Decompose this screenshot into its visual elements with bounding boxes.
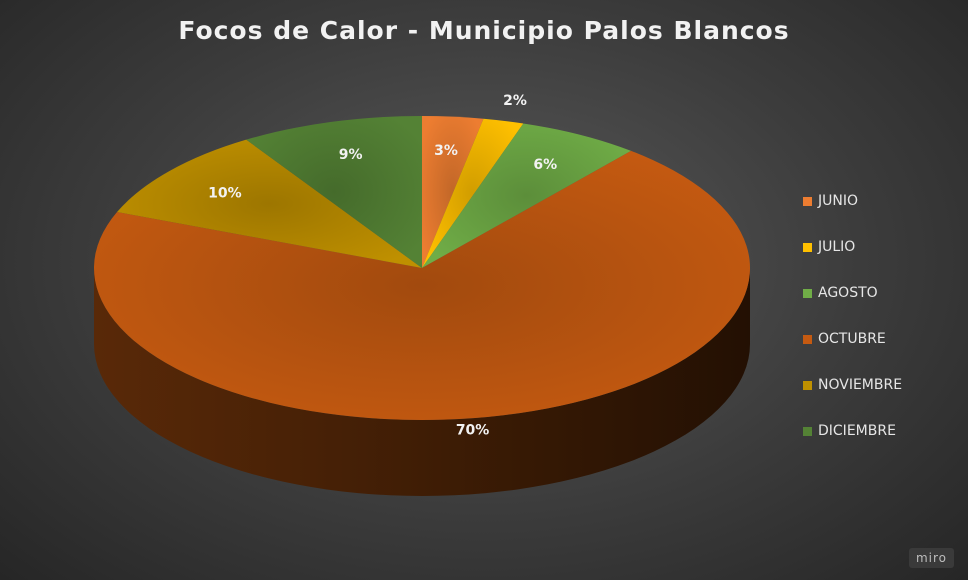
legend-label: NOVIEMBRE bbox=[818, 377, 903, 393]
data-label-noviembre: 10% bbox=[208, 185, 242, 201]
legend-item-noviembre: NOVIEMBRE bbox=[803, 362, 902, 408]
legend-label: JULIO bbox=[818, 239, 856, 255]
legend-swatch bbox=[803, 242, 812, 252]
legend-item-junio: JUNIO bbox=[803, 178, 902, 224]
pie-side-octubre bbox=[94, 268, 750, 496]
data-label-agosto: 6% bbox=[533, 157, 557, 173]
legend-swatch bbox=[803, 426, 812, 436]
data-label-octubre: 70% bbox=[456, 422, 490, 438]
legend-item-julio: JULIO bbox=[803, 224, 902, 270]
legend-label: OCTUBRE bbox=[818, 331, 886, 347]
pie-slices bbox=[93, 116, 750, 421]
pie-slice-octubre bbox=[93, 150, 750, 421]
legend-swatch bbox=[803, 196, 812, 206]
data-label-junio: 3% bbox=[434, 143, 458, 159]
pie-slice-noviembre bbox=[117, 139, 422, 268]
legend-label: JUNIO bbox=[818, 193, 858, 209]
legend-label: DICIEMBRE bbox=[818, 423, 896, 439]
chart-title: Focos de Calor - Municipio Palos Blancos bbox=[178, 16, 790, 45]
legend-swatch bbox=[803, 288, 812, 298]
data-label-julio: 2% bbox=[503, 93, 527, 109]
pie-slice-diciembre bbox=[246, 116, 422, 268]
pie-slice-julio bbox=[422, 118, 524, 268]
legend-item-agosto: AGOSTO bbox=[803, 270, 902, 316]
pie-slice-agosto bbox=[422, 123, 632, 268]
pie-labels: 3% 2% 6% 70% 10% 9% bbox=[208, 93, 557, 438]
data-label-diciembre: 9% bbox=[339, 147, 363, 163]
miro-watermark: miro bbox=[908, 548, 954, 568]
legend-item-octubre: OCTUBRE bbox=[803, 316, 902, 362]
legend-swatch bbox=[803, 380, 812, 390]
pie-slice-junio bbox=[422, 116, 484, 268]
legend-label: AGOSTO bbox=[818, 285, 878, 301]
legend-swatch bbox=[803, 334, 812, 344]
chart-legend: JUNIO JULIO AGOSTO OCTUBRE NOVIEMBRE DICIEMBR… bbox=[803, 178, 902, 454]
legend-item-diciembre: DICIEMBRE bbox=[803, 408, 902, 454]
pie-sides bbox=[94, 268, 750, 496]
